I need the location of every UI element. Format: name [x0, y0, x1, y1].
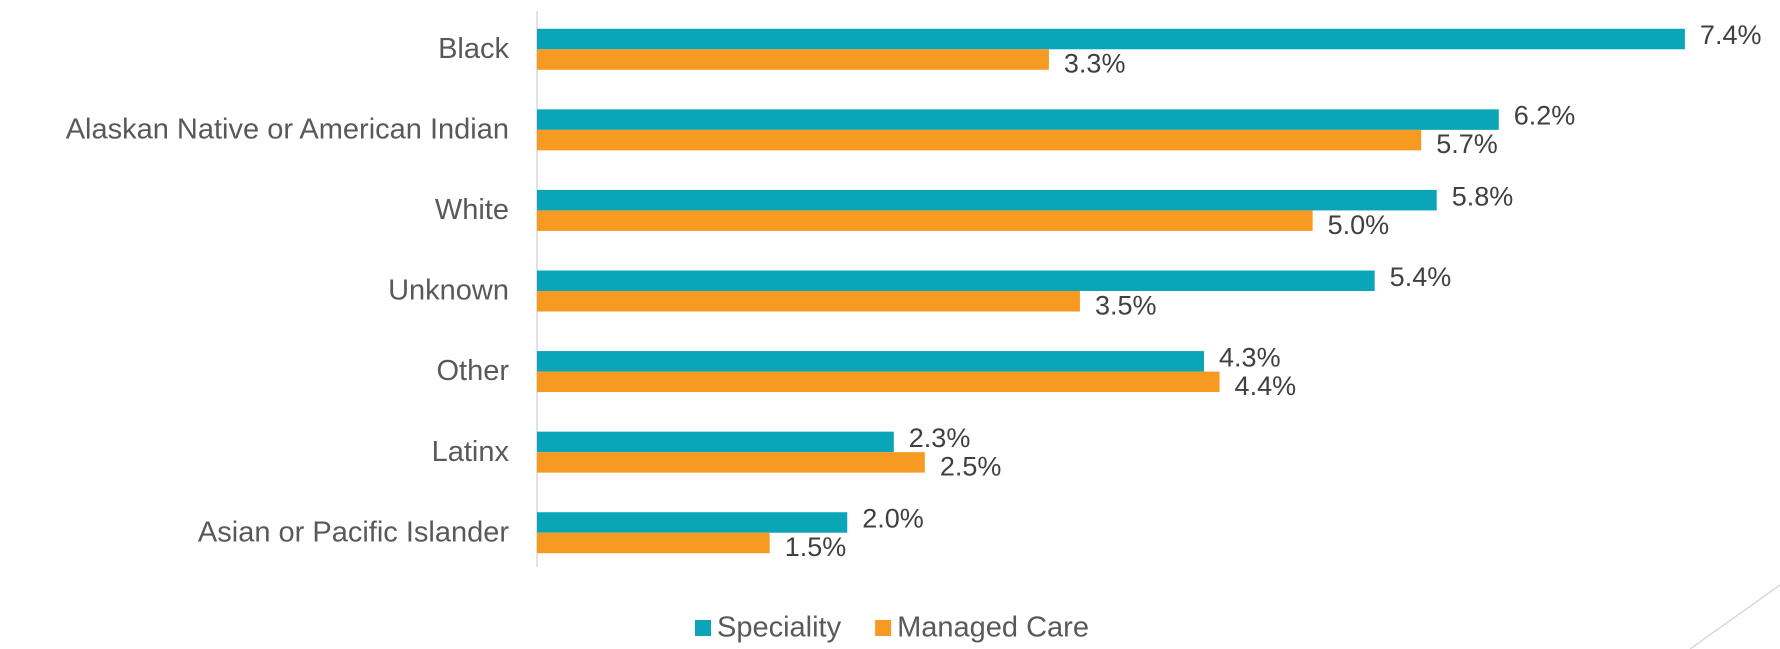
- legend-label: Speciality: [717, 612, 842, 644]
- y-tick-label: Latinx: [432, 436, 510, 468]
- bar: [537, 129, 1422, 151]
- bar: [537, 28, 1685, 50]
- value-label: 7.4%: [1700, 20, 1762, 50]
- value-label: 5.7%: [1436, 129, 1498, 159]
- y-tick-label: Black: [438, 33, 509, 65]
- value-label: 2.0%: [862, 504, 924, 534]
- value-label: 2.5%: [940, 452, 1002, 482]
- y-tick-label: Alaskan Native or American Indian: [66, 114, 509, 146]
- bar: [537, 291, 1080, 312]
- bar: [537, 452, 925, 473]
- y-tick-label: Asian or Pacific Islander: [198, 516, 509, 548]
- y-tick-label: Other: [436, 355, 509, 387]
- decoration: [1689, 584, 1780, 649]
- value-label: 5.0%: [1328, 210, 1390, 240]
- bar: [537, 49, 1049, 70]
- bar: [537, 512, 848, 533]
- bar: [537, 351, 1205, 372]
- bar: [537, 371, 1220, 393]
- value-label: 2.3%: [909, 423, 971, 453]
- bar: [537, 109, 1499, 130]
- value-label: 3.3%: [1064, 49, 1126, 79]
- legend-label: Managed Care: [897, 612, 1089, 644]
- value-label: 3.5%: [1095, 290, 1157, 320]
- value-label: 5.8%: [1452, 181, 1514, 211]
- bar: [537, 189, 1437, 211]
- y-tick-label: White: [435, 194, 509, 226]
- value-label: 6.2%: [1514, 101, 1576, 131]
- legend-swatch: [695, 620, 711, 636]
- bar: [537, 532, 770, 554]
- bar: [537, 210, 1313, 231]
- bar: [537, 431, 894, 453]
- legend-swatch: [875, 620, 892, 636]
- y-tick-label: Unknown: [388, 275, 509, 307]
- bar: [537, 270, 1375, 291]
- value-label: 1.5%: [785, 532, 847, 562]
- value-label: 4.3%: [1219, 342, 1281, 372]
- value-label: 4.4%: [1235, 371, 1297, 401]
- value-label: 5.4%: [1390, 262, 1452, 292]
